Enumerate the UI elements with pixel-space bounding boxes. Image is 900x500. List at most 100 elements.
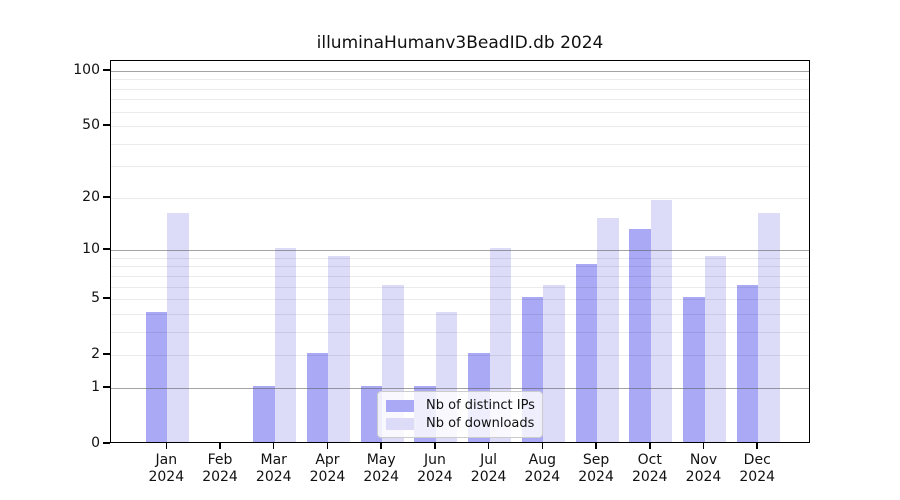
- bar-nb-of-distinct-ips-oct: [629, 228, 651, 442]
- y-tick-mark: [103, 297, 110, 299]
- x-tick-label-oct: Oct 2024: [622, 452, 678, 486]
- bar-nb-of-distinct-ips-jan: [145, 311, 168, 442]
- gridline-minor: [111, 79, 809, 81]
- bar-nb-of-downloads-aug: [543, 284, 565, 442]
- month-label: Jan: [155, 452, 178, 468]
- gridline-minor: [111, 197, 809, 199]
- month-label: May: [366, 452, 396, 468]
- gridline-minor: [111, 299, 809, 301]
- year-label: 2024: [631, 469, 668, 485]
- x-tick-mark: [756, 443, 758, 449]
- y-tick-label-50: 50: [82, 117, 100, 134]
- gridline-minor: [111, 257, 809, 259]
- y-tick-mark: [103, 248, 110, 250]
- x-tick-mark: [649, 443, 651, 449]
- year-label: 2024: [470, 469, 507, 485]
- year-label: 2024: [255, 469, 292, 485]
- bar-nb-of-distinct-ips-apr: [306, 353, 329, 442]
- chart-title: illuminaHumanv3BeadID.db 2024: [316, 33, 604, 53]
- x-tick-mark: [541, 443, 544, 449]
- x-tick-label-jun: Jun 2024: [407, 452, 463, 486]
- gridline-major: [111, 70, 809, 72]
- gridline-minor: [111, 275, 809, 277]
- x-tick-label-sep: Sep 2024: [568, 452, 624, 486]
- month-label: Sep: [582, 452, 610, 468]
- gridline-minor: [111, 99, 809, 101]
- month-label: Nov: [689, 452, 718, 468]
- year-label: 2024: [578, 469, 614, 485]
- x-tick-mark: [595, 443, 597, 449]
- y-tick-mark: [103, 124, 110, 126]
- x-tick-mark: [219, 443, 221, 449]
- plot-area: [110, 60, 810, 443]
- bar-nb-of-downloads-nov: [704, 255, 726, 442]
- month-label: Aug: [528, 452, 556, 468]
- x-tick-mark: [702, 443, 705, 449]
- month-label: Dec: [743, 452, 771, 468]
- y-tick-mark: [103, 196, 110, 198]
- bar-nb-of-downloads-mar: [274, 248, 297, 442]
- bar-nb-of-downloads-apr: [328, 255, 350, 442]
- legend-label: Nb of distinct IPs: [426, 398, 535, 413]
- gridline-minor: [111, 126, 809, 128]
- gridline-major: [111, 387, 809, 389]
- bar-nb-of-downloads-sep: [597, 217, 619, 442]
- y-tick-label-20: 20: [82, 188, 100, 205]
- y-tick-mark: [103, 442, 110, 444]
- bar-nb-of-distinct-ips-may: [360, 385, 383, 442]
- month-label: Feb: [207, 452, 233, 468]
- gridline-minor: [111, 355, 809, 357]
- x-tick-mark: [380, 443, 382, 449]
- month-label: Jun: [423, 452, 446, 468]
- year-label: 2024: [202, 469, 238, 485]
- year-label: 2024: [524, 469, 561, 485]
- bar-nb-of-distinct-ips-sep: [575, 264, 598, 442]
- bar-nb-of-downloads-jan: [167, 212, 189, 442]
- x-tick-label-dec: Dec 2024: [729, 452, 785, 486]
- year-label: 2024: [363, 469, 399, 485]
- year-label: 2024: [309, 469, 346, 485]
- y-tick-label-100: 100: [73, 61, 100, 78]
- legend-swatch: [386, 417, 414, 430]
- bar-nb-of-distinct-ips-nov: [683, 297, 705, 442]
- x-tick-mark: [326, 443, 329, 449]
- legend-row: Nb of distinct IPs: [386, 398, 542, 413]
- y-tick-label-1: 1: [91, 378, 100, 395]
- x-tick-label-mar: Mar 2024: [246, 452, 302, 486]
- gridline-minor: [111, 266, 809, 268]
- legend: Nb of distinct IPs Nb of downloads: [377, 391, 543, 438]
- x-tick-label-jan: Jan 2024: [138, 452, 194, 486]
- x-tick-label-feb: Feb 2024: [192, 452, 248, 486]
- bar-nb-of-downloads-dec: [758, 212, 780, 442]
- bar-nb-of-distinct-ips-dec: [736, 284, 759, 442]
- x-tick-mark: [272, 443, 275, 449]
- year-label: 2024: [685, 469, 722, 485]
- gridline-minor: [111, 331, 809, 333]
- bar-nb-of-distinct-ips-mar: [253, 385, 275, 442]
- x-tick-label-jul: Jul 2024: [461, 452, 517, 486]
- gridline-minor: [111, 143, 809, 145]
- month-label: Jul: [480, 452, 498, 468]
- y-tick-label-0: 0: [91, 435, 100, 451]
- gridline-minor: [111, 111, 809, 113]
- month-label: Mar: [260, 452, 287, 468]
- month-label: Apr: [315, 452, 340, 468]
- year-label: 2024: [417, 469, 453, 485]
- x-tick-label-aug: Aug 2024: [514, 452, 570, 486]
- x-tick-mark: [165, 443, 168, 449]
- y-tick-mark: [103, 386, 110, 388]
- x-tick-mark: [434, 443, 436, 449]
- x-tick-label-may: May 2024: [353, 452, 409, 486]
- gridline-minor: [111, 88, 809, 90]
- gridline-minor: [111, 286, 809, 288]
- x-tick-mark: [487, 443, 490, 449]
- year-label: 2024: [739, 469, 776, 485]
- y-tick-label-2: 2: [91, 346, 100, 363]
- y-tick-mark: [103, 69, 110, 71]
- y-tick-label-5: 5: [91, 290, 100, 307]
- legend-row: Nb of downloads: [386, 416, 542, 431]
- gridline-major: [111, 250, 809, 252]
- legend-swatch: [386, 399, 414, 412]
- x-tick-label-apr: Apr 2024: [299, 452, 355, 486]
